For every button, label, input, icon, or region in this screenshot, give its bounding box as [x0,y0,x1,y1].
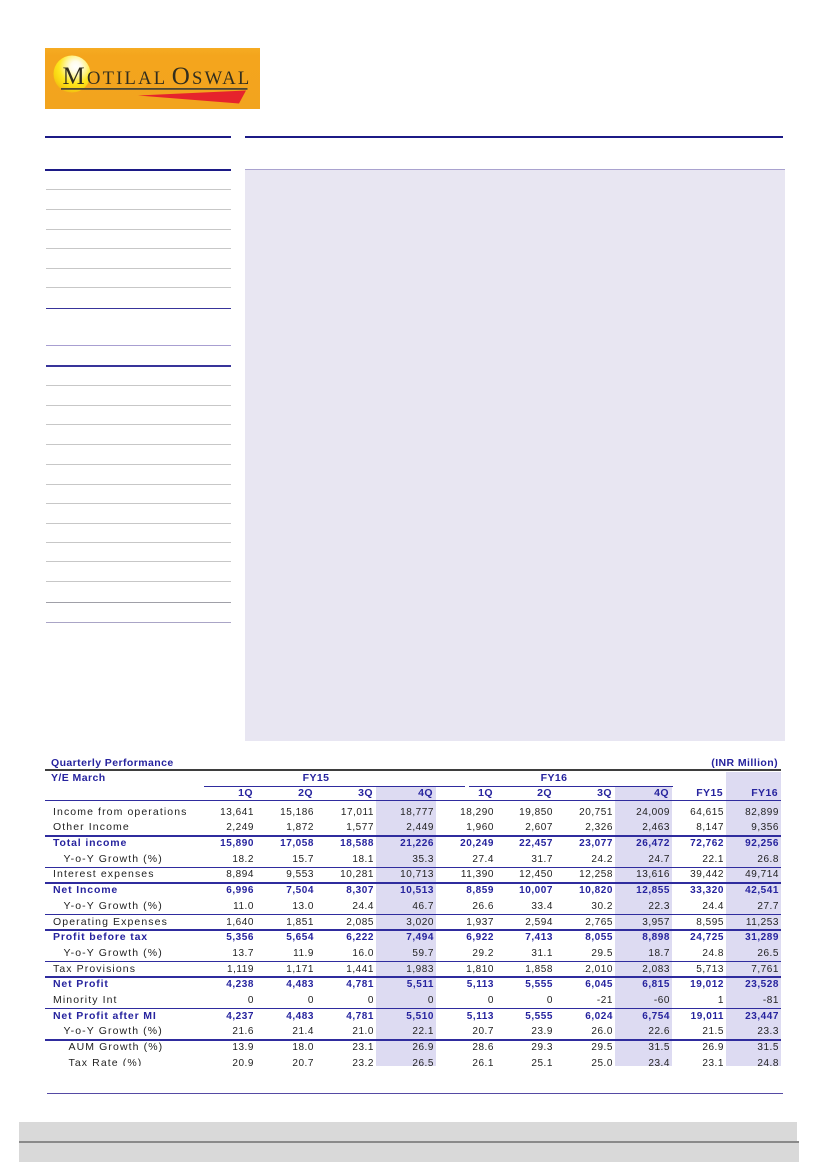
svg-text:MOTILALOSWAL: MOTILAL OSWAL [63,63,252,90]
